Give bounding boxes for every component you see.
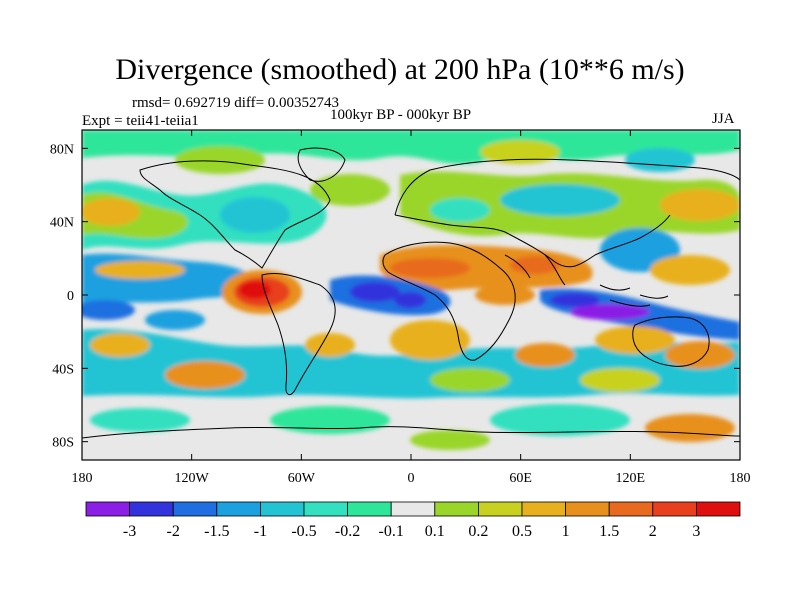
chart-title: Divergence (smoothed) at 200 hPa (10**6 … xyxy=(115,53,685,86)
contour-region xyxy=(430,368,510,392)
contour-region xyxy=(220,197,290,233)
coastlines xyxy=(82,147,740,439)
colorbar-label: -1 xyxy=(254,523,267,540)
contour-region xyxy=(580,368,660,392)
coastline-north-america xyxy=(139,160,331,269)
contour-region xyxy=(270,406,390,434)
colorbar-swatch xyxy=(521,501,566,517)
coastline-south-america xyxy=(261,272,336,396)
colorbar-label: 0.1 xyxy=(425,523,445,540)
colorbar-label: -1.5 xyxy=(204,523,229,540)
colorbar-swatch xyxy=(85,501,130,517)
coastline-antarctica xyxy=(82,426,740,439)
contour-region xyxy=(165,361,245,389)
colorbar-swatch xyxy=(565,501,610,517)
colorbar-label: -3 xyxy=(123,523,136,540)
contour-region xyxy=(350,282,400,302)
contour-region xyxy=(480,140,560,164)
colorbar-label: 1 xyxy=(562,523,570,540)
contour-region xyxy=(390,320,470,360)
contour-region xyxy=(665,341,735,369)
coastline-australia xyxy=(632,316,710,367)
coastline-arabia-india xyxy=(504,254,566,286)
lat-tick-label: 0 xyxy=(67,289,74,304)
colorbar-label: 1.5 xyxy=(599,523,619,540)
contour-region xyxy=(650,255,730,285)
contour-region xyxy=(625,148,695,172)
contour-region xyxy=(175,146,265,174)
colorbar-swatch xyxy=(608,501,654,517)
lon-tick-label: 60W xyxy=(288,471,316,486)
lat-tick-label: 40S xyxy=(52,362,74,377)
colorbar-label: -0.1 xyxy=(379,523,404,540)
contour-region xyxy=(82,198,140,226)
lon-tick-label: 120E xyxy=(616,471,646,486)
contour-region xyxy=(95,261,185,279)
contour-region xyxy=(145,310,205,330)
colorbar-label: 3 xyxy=(692,523,700,540)
lon-tick-label: 180 xyxy=(72,471,93,486)
contour-region xyxy=(90,408,190,432)
colorbar-label: -0.5 xyxy=(291,523,316,540)
contour-region xyxy=(430,198,490,222)
colorbar-swatch xyxy=(303,501,348,517)
colorbar-label: -2 xyxy=(167,523,180,540)
contour-region xyxy=(595,326,675,354)
coastline-africa xyxy=(382,241,516,361)
contour-region xyxy=(82,328,740,399)
contour-region xyxy=(490,404,630,436)
coastline-eurasia xyxy=(394,158,740,268)
contour-region xyxy=(570,304,650,320)
contour-region xyxy=(645,414,735,442)
contour-region xyxy=(390,258,470,278)
colorbar: -3 -2 -1.5 -1 -0.5 -0.2 -0.1 0.1 0.2 0.5 1 1.5 2 3 xyxy=(85,501,741,540)
season-label: JJA xyxy=(712,111,735,127)
contour-region xyxy=(410,430,490,450)
contour-region xyxy=(310,174,390,206)
contour-region xyxy=(500,184,620,216)
lon-tick-label: 60E xyxy=(509,471,532,486)
contour-region xyxy=(510,256,560,274)
latitude-axis: 80N 40N 0 40S 80S xyxy=(50,142,740,451)
colorbar-label: -0.2 xyxy=(335,523,360,540)
lat-tick-label: 80N xyxy=(50,142,74,157)
colorbar-swatch xyxy=(216,501,261,517)
colorbar-label: 2 xyxy=(649,523,657,540)
colorbar-swatch xyxy=(347,501,392,517)
colorbar-swatch xyxy=(172,501,218,517)
coastline-maritime-continent xyxy=(599,284,669,307)
contour-region xyxy=(305,333,355,357)
lon-tick-label: 180 xyxy=(730,471,751,486)
colorbar-swatch xyxy=(434,501,479,517)
lat-tick-label: 80S xyxy=(52,436,74,451)
contour-region xyxy=(515,343,575,367)
colorbar-label: 0.5 xyxy=(512,523,532,540)
field-contours xyxy=(82,130,740,450)
stats-line: rmsd= 0.692719 diff= 0.00352743 xyxy=(132,95,340,111)
contour-region xyxy=(82,300,135,320)
longitude-axis: 180 120W 60W 0 60E 120E 180 xyxy=(72,130,751,486)
colorbar-swatch xyxy=(390,501,436,517)
contour-region xyxy=(660,189,740,221)
contour-region xyxy=(550,293,600,307)
colorbar-label: 0.2 xyxy=(468,523,488,540)
contour-region xyxy=(475,285,535,305)
coastline-greenland xyxy=(297,147,346,182)
colorbar-swatch xyxy=(259,501,305,517)
contour-region xyxy=(394,292,426,308)
period-label: 100kyr BP - 000kyr BP xyxy=(330,107,472,123)
contour-region xyxy=(90,333,150,357)
colorbar-swatch xyxy=(696,501,741,517)
lon-tick-label: 0 xyxy=(408,471,415,486)
lon-tick-label: 120W xyxy=(175,471,210,486)
lat-tick-label: 40N xyxy=(50,216,74,231)
experiment-label: Expt = teii41-teiia1 xyxy=(82,113,199,129)
colorbar-swatch xyxy=(652,501,697,517)
colorbar-swatch xyxy=(477,501,523,517)
colorbar-swatch xyxy=(129,501,174,517)
